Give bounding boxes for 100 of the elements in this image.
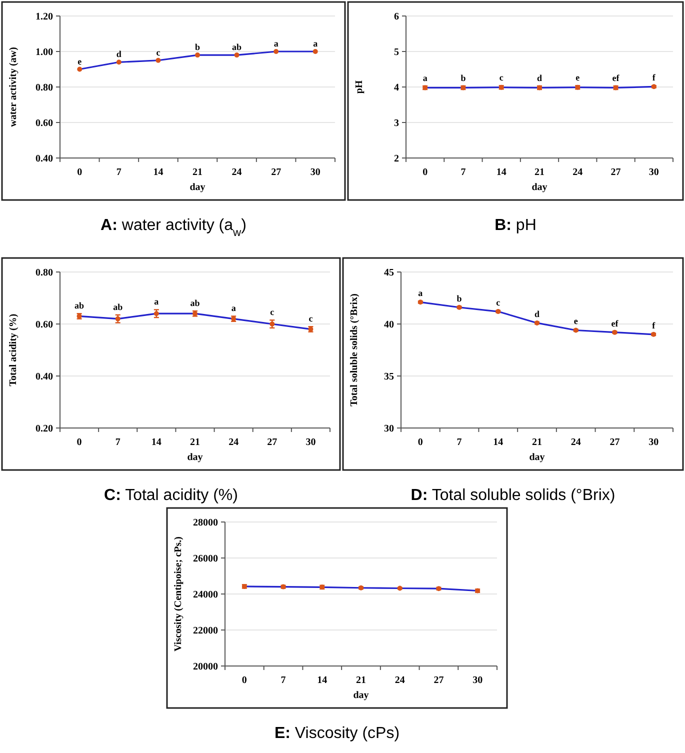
x-tick-label: 27 — [434, 675, 444, 686]
annotation: ef — [612, 72, 620, 83]
x-tick-label: 14 — [496, 167, 506, 178]
y-tick-label: 2 — [394, 154, 399, 164]
x-tick-label: 30 — [472, 675, 483, 686]
y-tick-label: 30 — [384, 424, 394, 434]
x-tick-label: 14 — [153, 167, 164, 178]
x-tick-label: 27 — [267, 437, 278, 448]
x-tick-label: 7 — [460, 167, 466, 178]
y-axis-title: Total soluble solids (°Brix) — [349, 294, 360, 406]
x-tick-label: 27 — [610, 437, 620, 448]
y-tick-label: 0.60 — [36, 320, 53, 330]
annotation: b — [194, 42, 200, 52]
annotation: a — [418, 288, 424, 298]
y-tick-label: 35 — [384, 372, 394, 382]
x-tick-label: 7 — [456, 437, 462, 448]
annotation: d — [116, 49, 122, 60]
point — [234, 52, 240, 58]
x-tick-label: 0 — [77, 167, 82, 178]
x-tick-label: 7 — [280, 675, 286, 686]
annotation: e — [576, 72, 580, 83]
x-tick-label: 30 — [306, 437, 316, 448]
annotation: ab — [113, 302, 123, 312]
x-tick-label: 14 — [493, 437, 504, 448]
annotation: a — [422, 72, 428, 83]
x-tick-label: 21 — [534, 167, 544, 178]
point — [116, 60, 122, 65]
annotation: b — [456, 293, 462, 304]
x-tick-label: 21 — [192, 167, 202, 178]
text: B: pH — [494, 217, 536, 234]
y-tick-label: 0.40 — [36, 372, 53, 382]
point — [77, 66, 82, 72]
x-tick-label: 24 — [394, 675, 405, 686]
annotation: c — [499, 72, 504, 83]
annotation: a — [154, 296, 160, 307]
annotation: d — [536, 72, 542, 83]
x-tick-label: 0 — [418, 437, 423, 448]
y-tick-label: 26000 — [193, 554, 218, 564]
point — [195, 52, 200, 58]
y-tick-label: 1.00 — [36, 47, 53, 58]
annotation: ef — [611, 318, 620, 328]
x-tick-label: 21 — [532, 437, 542, 448]
y-tick-label: 40 — [384, 320, 394, 330]
y-tick-label: 28000 — [193, 518, 218, 528]
x-tick-label: 24 — [228, 437, 239, 448]
y-tick-label: 20000 — [193, 662, 218, 672]
y-tick-label: 0.40 — [36, 154, 53, 164]
x-tick-label: 30 — [648, 437, 659, 448]
text: E: Viscosity (cPs) — [274, 725, 400, 742]
annotation: c — [270, 307, 274, 318]
annotation: e — [574, 316, 578, 326]
x-tick-label: 0 — [422, 167, 428, 178]
text: A: water activity (a$_{w}$) — [100, 217, 246, 239]
annotation: a — [313, 38, 318, 48]
x-tick-label: 30 — [310, 167, 320, 178]
y-axis-title: Total acidity (%) — [8, 314, 19, 386]
x-tick-label: 27 — [610, 167, 621, 178]
point — [274, 49, 279, 54]
annotation: f — [652, 72, 656, 83]
point — [156, 58, 161, 63]
y-tick-label: 22000 — [193, 626, 218, 636]
x-tick-label: 24 — [570, 437, 581, 448]
y-axis-title: Viscosity (Centipoise; cPs.) — [173, 536, 184, 652]
y-tick-label: 0.80 — [36, 268, 53, 278]
text: D: Total soluble solids (°Brix) — [410, 487, 616, 504]
x-tick-label: 24 — [572, 167, 583, 178]
text: C: Total acidity (%) — [104, 487, 238, 504]
y-axis-title: water activity (aw) — [8, 47, 19, 127]
y-tick-label: 0.80 — [36, 82, 53, 94]
annotation: ab — [74, 300, 84, 311]
x-tick-label: 27 — [271, 167, 282, 178]
y-tick-label: 0.20 — [36, 424, 53, 434]
y-tick-label: 3 — [394, 118, 399, 129]
annotation: ab — [232, 42, 242, 52]
annotation: ab — [190, 298, 200, 308]
x-axis-title: day — [190, 182, 206, 193]
x-tick-label: 7 — [115, 437, 120, 448]
y-axis-title: pH — [354, 80, 365, 94]
annotation: c — [156, 47, 160, 58]
annotation: a — [231, 303, 236, 314]
y-tick-label: 5 — [394, 47, 399, 58]
y-tick-label: 45 — [384, 268, 394, 278]
annotation: c — [496, 297, 500, 308]
y-tick-label: 6 — [394, 12, 399, 22]
x-tick-label: 24 — [232, 167, 242, 178]
y-tick-label: 0.60 — [36, 118, 53, 129]
annotation: e — [78, 56, 82, 66]
x-tick-label: 14 — [151, 437, 162, 448]
x-tick-label: 0 — [242, 675, 247, 686]
x-tick-label: 21 — [190, 437, 200, 448]
x-axis-title: day — [529, 452, 545, 463]
y-tick-label: 4 — [394, 82, 399, 94]
x-tick-label: 30 — [648, 167, 659, 178]
annotation: b — [460, 72, 466, 83]
annotation: f — [652, 320, 656, 330]
point — [312, 49, 318, 54]
y-tick-label: 24000 — [193, 590, 218, 600]
x-axis-title: day — [187, 452, 203, 463]
x-tick-label: 0 — [76, 437, 82, 448]
x-axis-title: day — [353, 690, 369, 701]
